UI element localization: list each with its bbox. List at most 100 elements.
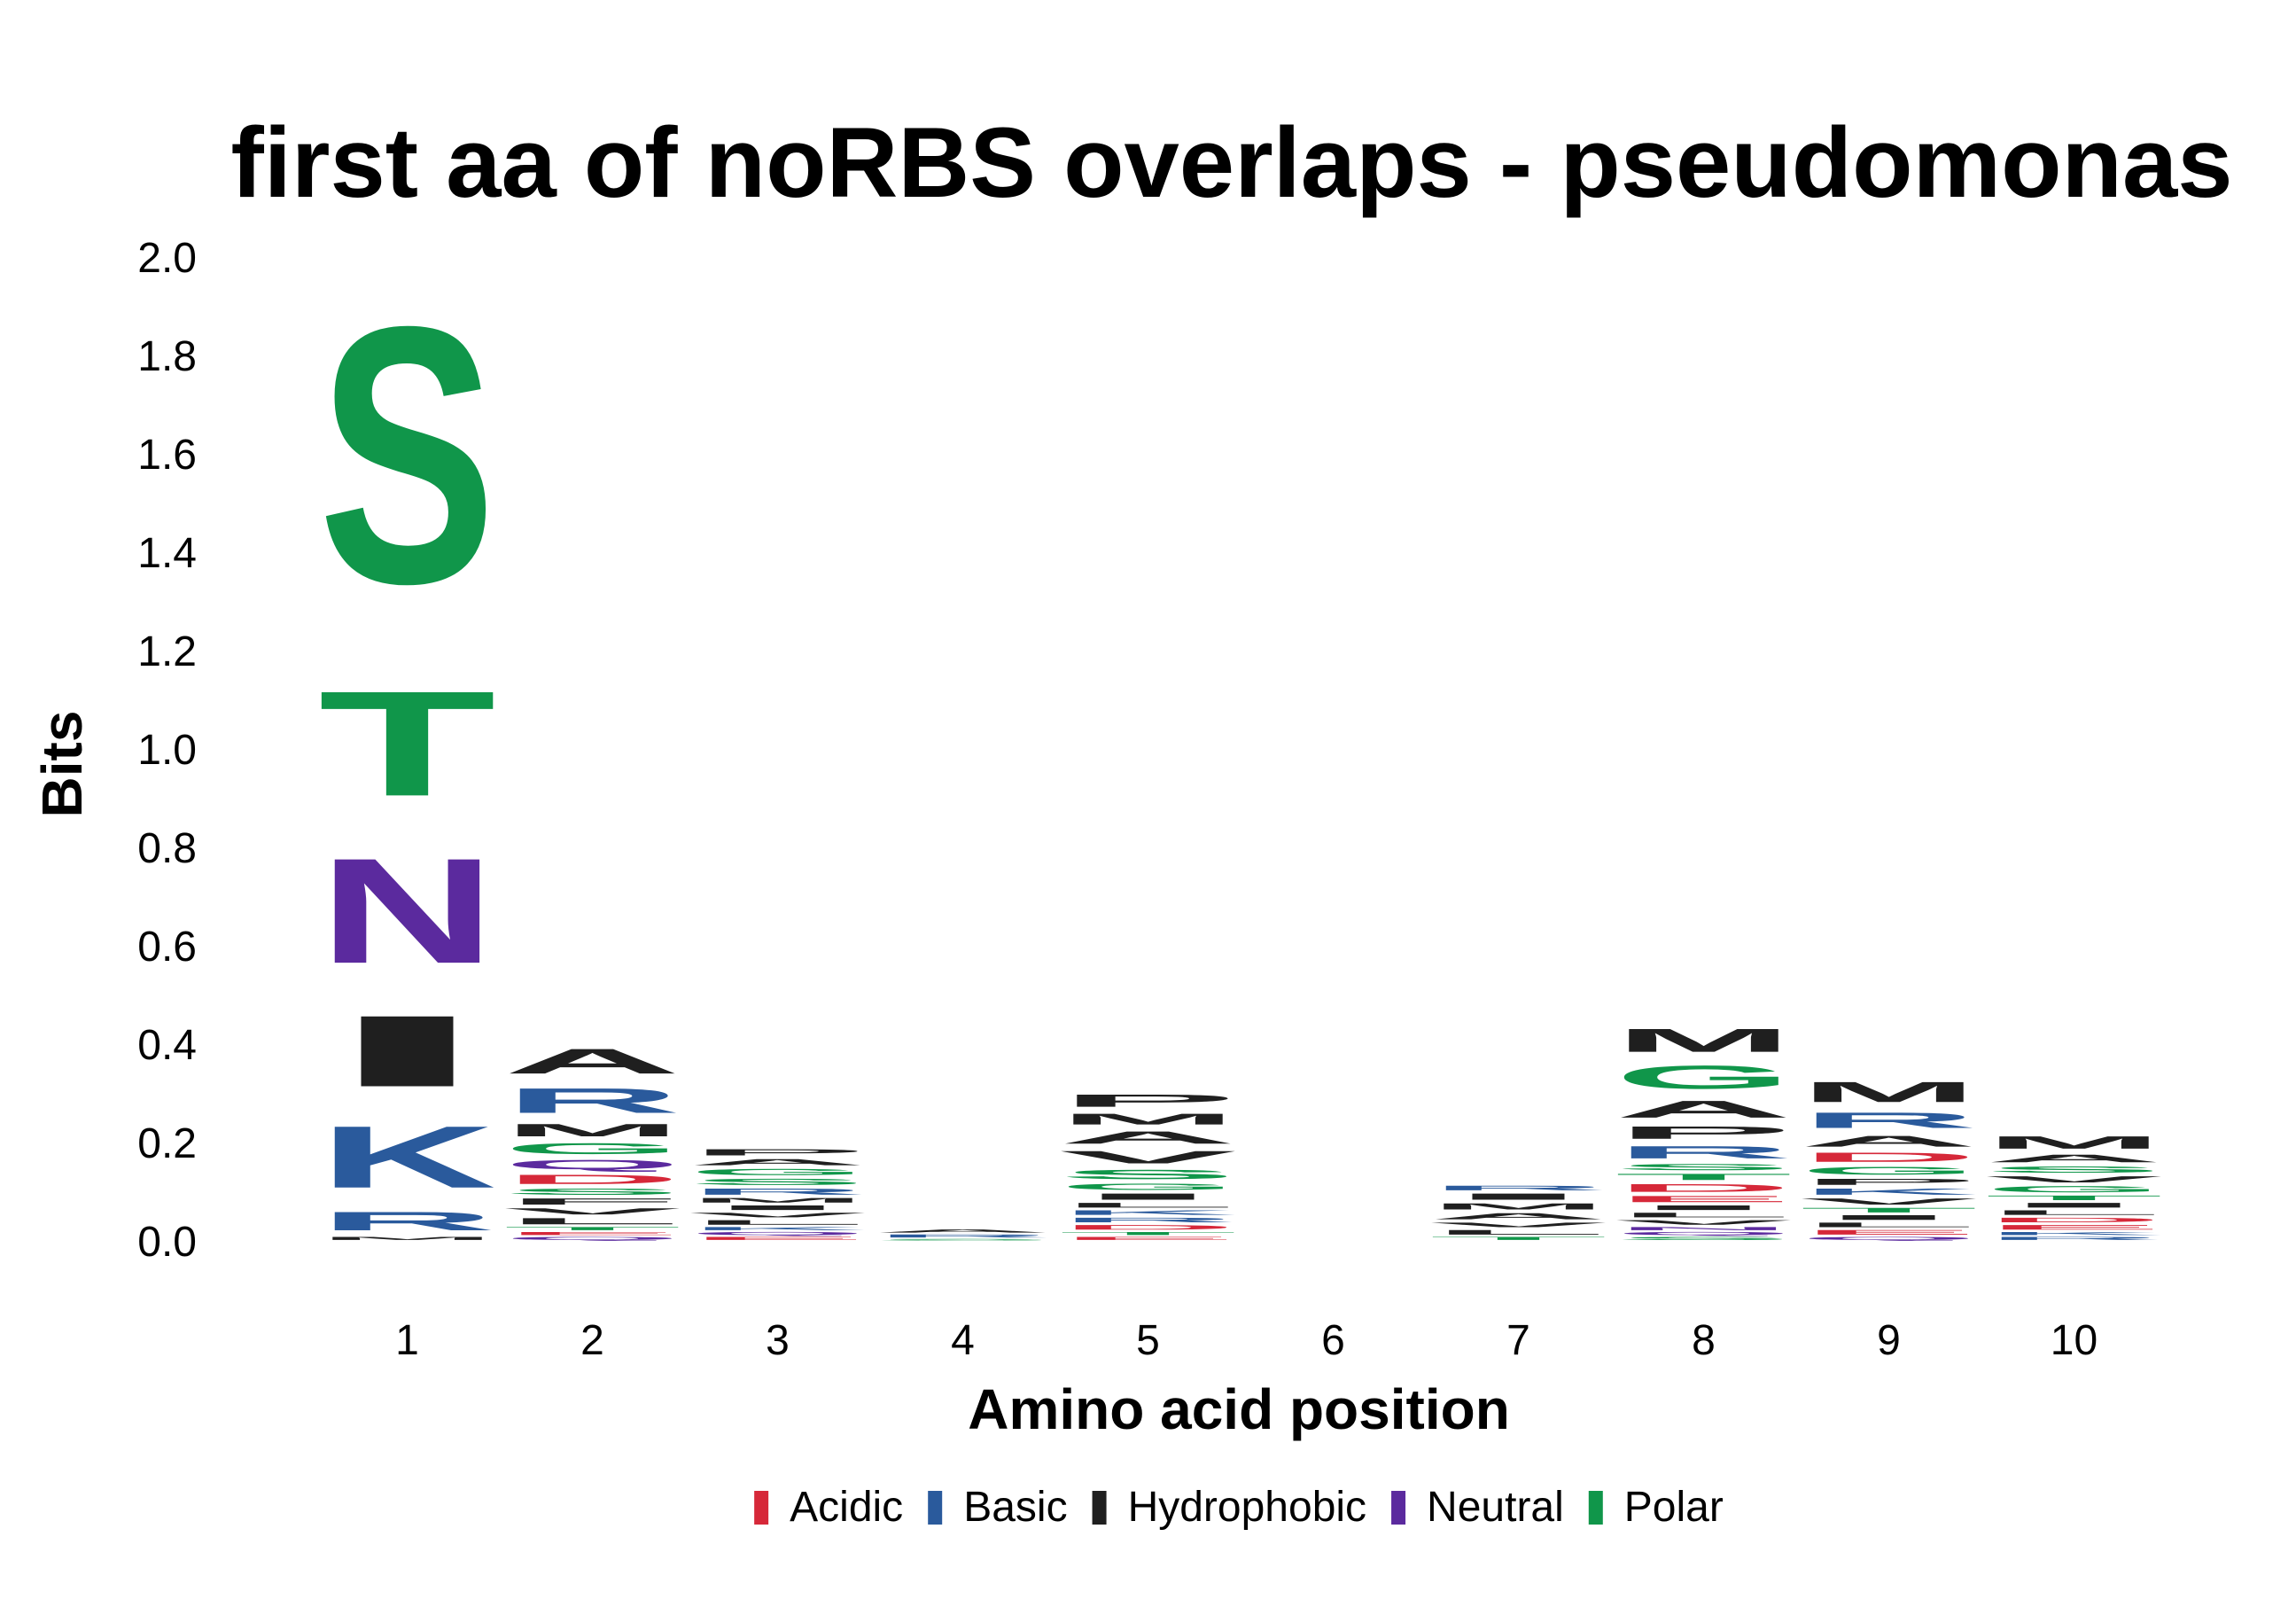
logo-letter-s: S [1985, 1165, 2163, 1174]
logo-letter-m: M [318, 1236, 496, 1241]
logo-letter-l: L [1059, 1202, 1237, 1209]
logo-letter-v: V [503, 1206, 681, 1216]
logo-letter-l: L [1429, 1228, 1607, 1236]
logo-letter-s: S [503, 1187, 681, 1197]
logo-letter-m: M [1985, 1133, 2163, 1152]
logo-letter-l: L [1615, 1212, 1793, 1219]
logo-letter-a: A [874, 1228, 1052, 1234]
logo-letter-m: M [503, 1120, 681, 1140]
logo-letter-r: R [1615, 1143, 1793, 1162]
logo-letter-t: T [1059, 1231, 1237, 1236]
legend-label-acidic: Acidic [790, 1484, 903, 1531]
logo-letter-m: M [1429, 1202, 1607, 1212]
logo-letter-k: K [1800, 1187, 1978, 1197]
x-tick-label: 10 [2051, 1317, 2098, 1364]
logo-letter-s: S [318, 250, 496, 659]
x-tick-label: 8 [1692, 1317, 1716, 1364]
logo-letter-a: A [1985, 1152, 2163, 1165]
legend-label-basic: Basic [963, 1484, 1067, 1531]
logo-letter-r: R [689, 1187, 867, 1197]
logo-letter-d: D [503, 1172, 681, 1187]
legend-swatch-polar [1588, 1491, 1603, 1525]
y-tick-label: 1.8 [137, 333, 197, 380]
logo-letter-g: G [1800, 1165, 1978, 1177]
logo-letter-l: L [689, 1219, 867, 1226]
y-tick-label: 0.6 [137, 924, 197, 971]
y-tick-label: 0.2 [137, 1120, 197, 1167]
logo-letter-i: I [1059, 1191, 1237, 1201]
y-tick-label: 0.0 [137, 1219, 197, 1266]
logo-letter-g: G [503, 1140, 681, 1157]
logo-letter-l: L [503, 1216, 681, 1226]
logo-letter-t: T [1800, 1206, 1978, 1213]
logo-letter-t: T [1429, 1236, 1607, 1241]
logo-letter-d: D [1059, 1224, 1237, 1231]
logo-letter-s: S [1615, 1236, 1793, 1241]
legend-swatch-basic [928, 1491, 943, 1525]
x-tick-label: 6 [1321, 1317, 1345, 1364]
x-tick-label: 9 [1877, 1317, 1901, 1364]
logo-letter-a: A [1615, 1096, 1793, 1123]
legend: Acidic Basic Hydrophobic Neutral Polar [754, 1484, 1724, 1531]
logo-letter-d: D [1800, 1150, 1978, 1165]
logo-letter-m: M [1615, 1022, 1793, 1059]
logo-letter-s: S [1059, 1167, 1237, 1182]
logo-letter-q: Q [503, 1236, 681, 1241]
logo-letter-r: R [1800, 1108, 1978, 1133]
logo-letter-a: A [503, 1041, 681, 1081]
logo-letter-a: A [1429, 1212, 1607, 1221]
legend-label-polar: Polar [1624, 1484, 1724, 1531]
logo-letter-e: E [1800, 1228, 1978, 1236]
logo-letter-v: V [1059, 1148, 1237, 1167]
legend-swatch-acidic [754, 1491, 769, 1525]
x-tick-label: 1 [395, 1317, 419, 1364]
logo-letter-g: G [1615, 1059, 1793, 1096]
logo-letter-r: R [1059, 1216, 1237, 1223]
x-tick-label: 7 [1506, 1317, 1530, 1364]
logo-letter-p: P [689, 1148, 867, 1158]
logo-letter-f: F [503, 1197, 681, 1206]
logo-letter-v: V [1800, 1197, 1978, 1206]
logo-letter-d: D [1615, 1182, 1793, 1194]
x-tick-label: 5 [1136, 1317, 1160, 1364]
chart-title: first aa of noRBS overlaps - pseudomonas [230, 107, 2232, 218]
logo-letter-t: T [318, 660, 496, 828]
y-tick-label: 0.8 [137, 825, 197, 872]
logo-letter-k: K [1059, 1209, 1237, 1216]
logo-letter-q: Q [503, 1158, 681, 1173]
logo-letter-p: P [1800, 1177, 1978, 1187]
logo-letter-r: R [1429, 1184, 1607, 1191]
legend-label-neutral: Neutral [1427, 1484, 1564, 1531]
logo-letter-e: E [503, 1231, 681, 1236]
legend-label-hydrophobic: Hydrophobic [1128, 1484, 1366, 1531]
logo-letter-a: A [1059, 1127, 1237, 1147]
x-tick-label: 4 [951, 1317, 975, 1364]
logo-letter-r: R [503, 1081, 681, 1121]
x-tick-label: 3 [766, 1317, 790, 1364]
logo-letter-a: A [1800, 1133, 1978, 1150]
logo-letter-v: V [1615, 1219, 1793, 1226]
logo-letter-v: V [1985, 1174, 2163, 1184]
logo-letter-n: N [318, 827, 496, 994]
logo-letter-i: I [318, 994, 496, 1108]
logo-letter-l: L [1985, 1209, 2163, 1216]
logo-letter-v: V [1429, 1221, 1607, 1228]
logo-letter-n: N [1615, 1226, 1793, 1231]
logo-letter-t: T [503, 1226, 681, 1231]
logo-letter-k: K [1985, 1231, 2163, 1236]
y-axis-title: Bits [30, 711, 94, 818]
x-tick-label: 2 [580, 1317, 604, 1364]
logo-letter-r: R [1985, 1236, 2163, 1241]
logo-letter-s: S [874, 1238, 1052, 1241]
x-axis-ticks: 1 2 3 4 5 6 7 8 9 10 [395, 1317, 2098, 1364]
logo-letter-g: G [689, 1167, 867, 1177]
logo-letter-i: I [1985, 1202, 2163, 1209]
logo-letter-p: P [1059, 1091, 1237, 1111]
logo-letter-g: G [1059, 1182, 1237, 1191]
logo-letter-e: E [689, 1236, 867, 1241]
logo-letter-v: V [689, 1212, 867, 1219]
logo-letter-r: R [874, 1234, 1052, 1239]
y-tick-label: 1.0 [137, 727, 197, 774]
logo-letter-i: I [1429, 1191, 1607, 1201]
